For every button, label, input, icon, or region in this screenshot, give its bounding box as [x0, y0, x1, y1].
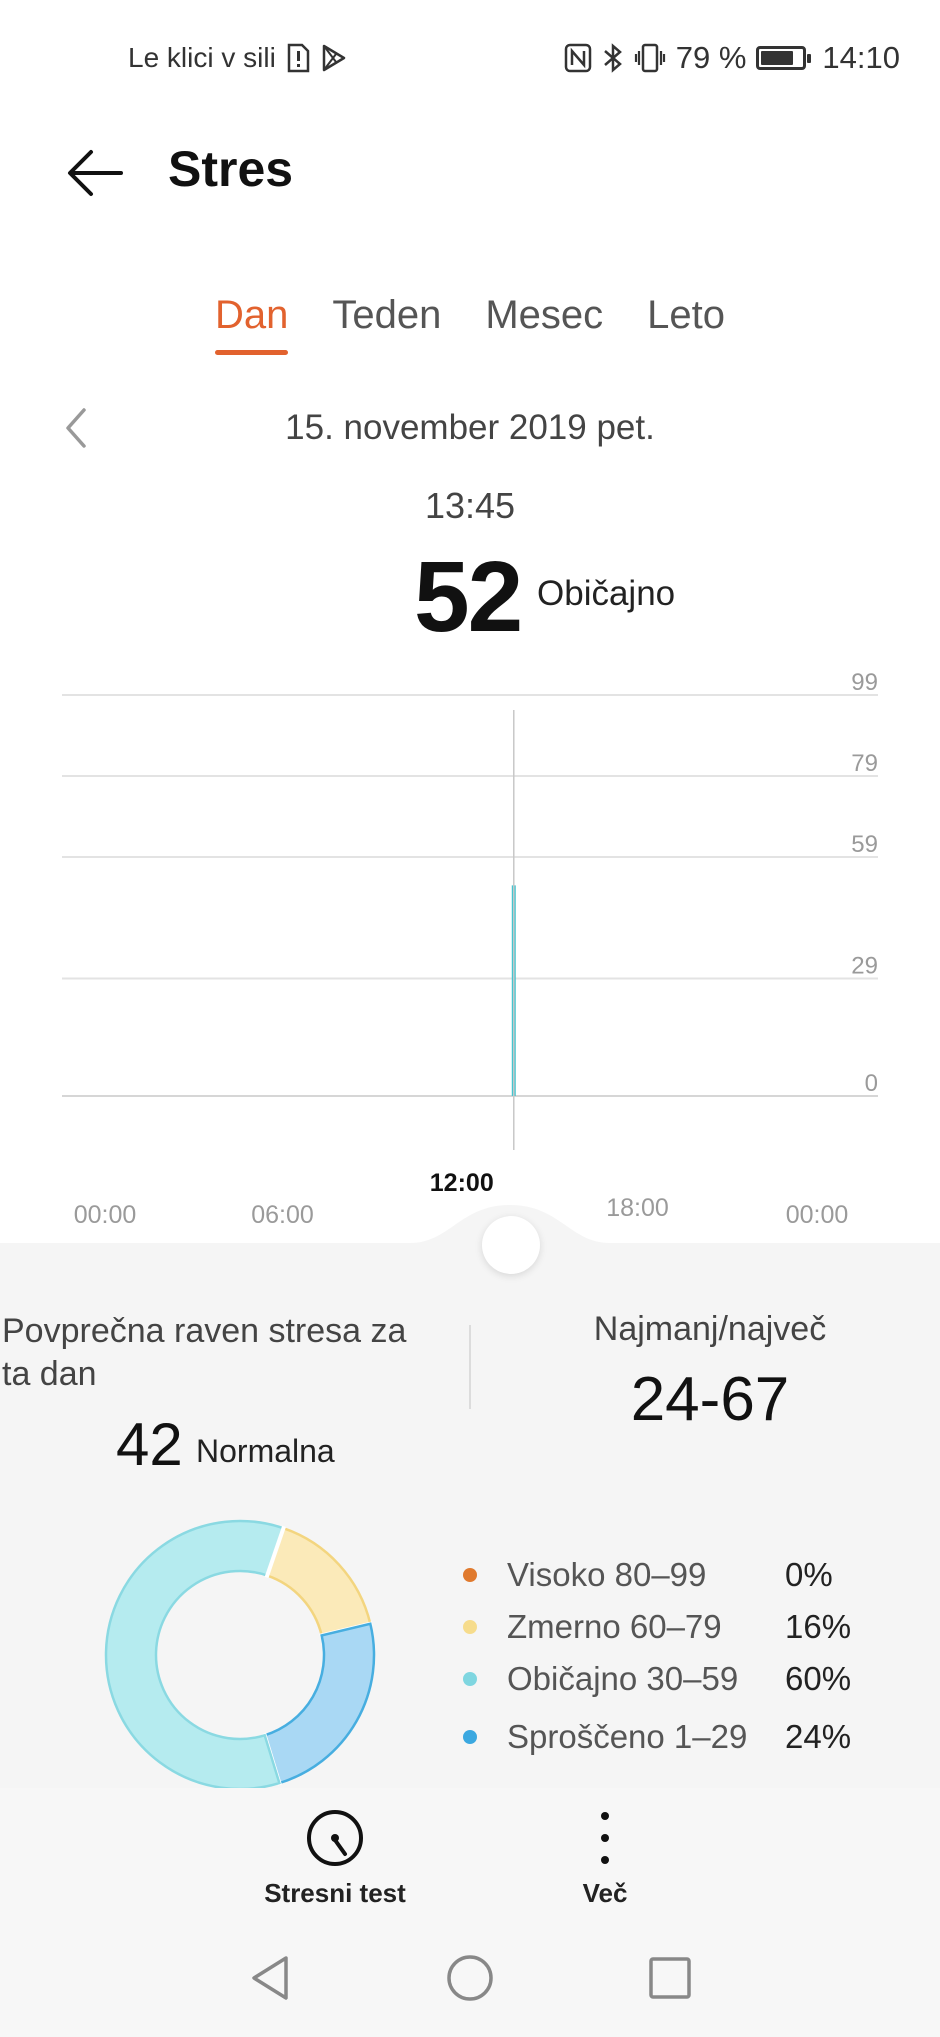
chevron-left-icon — [66, 408, 86, 448]
bluetooth-icon — [602, 42, 624, 74]
app-header: Stres — [0, 120, 940, 220]
min-max-value: 24-67 — [630, 1365, 790, 1434]
y-tick-label-59: 59 — [851, 831, 878, 858]
date-label: 15. november 2019 pet. — [285, 408, 655, 447]
back-button[interactable] — [60, 138, 130, 208]
average-stress-label: Povprečna raven stresa za ta dan — [2, 1312, 407, 1393]
distribution-donut — [100, 1515, 380, 1788]
average-stress-value: 42 — [116, 1411, 183, 1478]
vibrate-icon — [634, 43, 666, 73]
sim-alert-icon — [286, 43, 310, 73]
legend-percent-high: 0% — [785, 1556, 833, 1593]
tab-month[interactable]: Mesec — [485, 293, 604, 337]
back-arrow-icon — [68, 150, 123, 196]
legend-name-moderate: Zmerno 60–79 — [507, 1608, 722, 1645]
distribution-donut-svg — [104, 1519, 376, 1788]
more-label: Več — [582, 1878, 628, 1908]
x-tick-label: 00:00 — [786, 1201, 849, 1229]
system-nav-bar — [0, 1918, 940, 2037]
action-bar: Stresni test Več — [0, 1788, 940, 1918]
legend-dot-high — [463, 1568, 477, 1582]
donut-segment-moderate — [265, 1526, 372, 1637]
carrier-text: Le klici v sili — [128, 42, 276, 73]
more-vertical-icon — [601, 1812, 609, 1864]
x-tick-label: 18:00 — [606, 1194, 669, 1222]
donut-segment-relaxed — [263, 1622, 376, 1785]
legend-name-relaxed: Sproščeno 1–29 — [507, 1718, 748, 1755]
nav-recents-button[interactable] — [640, 1948, 700, 2008]
y-tick-label-0: 0 — [865, 1070, 878, 1097]
period-tabs: Dan Teden Mesec Leto — [0, 285, 940, 365]
back-triangle-icon — [252, 1956, 288, 2000]
time-slider-handle[interactable] — [482, 1216, 540, 1274]
y-tick-label-29: 29 — [851, 953, 878, 980]
legend-name-high: Visoko 80–99 — [507, 1556, 707, 1593]
tab-week[interactable]: Teden — [332, 293, 442, 337]
battery-level-fill — [761, 51, 794, 65]
status-bar: Le klici v sili 79 % 14:10 — [0, 0, 940, 115]
reading-time: 13:45 — [424, 485, 516, 526]
tab-day[interactable]: Dan — [193, 285, 310, 355]
more-button[interactable]: Več — [560, 1808, 650, 1909]
legend-percent-normal: 60% — [785, 1660, 852, 1697]
status-left: Le klici v sili — [128, 42, 348, 74]
legend-item-moderate: Zmerno 60–79 16% — [460, 1602, 900, 1652]
play-store-icon — [320, 44, 348, 72]
x-tick-label: 00:00 — [74, 1201, 137, 1229]
stress-chart[interactable]: 0 29 59 79 99 12:00 00:00 06:00 18:00 00:00 — [0, 660, 940, 1260]
y-tick-label-79: 79 — [851, 750, 878, 777]
previous-day-button[interactable] — [60, 406, 100, 456]
donut-separator — [264, 1525, 286, 1579]
min-max-label: Najmanj/največ — [593, 1310, 827, 1348]
x-tick-label: 06:00 — [251, 1201, 314, 1229]
y-tick-label-99: 99 — [851, 669, 878, 696]
nfc-icon — [564, 43, 592, 73]
legend-percent-moderate: 16% — [785, 1608, 852, 1645]
reading-status: Običajno — [537, 574, 676, 613]
legend-item-normal: Običajno 30–59 60% — [460, 1654, 900, 1704]
stress-test-button[interactable]: Stresni test — [255, 1808, 415, 1909]
page-title: Stres — [168, 141, 294, 197]
selected-time-label: 12:00 — [430, 1169, 494, 1197]
donut-segment-normal — [104, 1519, 286, 1788]
status-right: 79 % 14:10 — [564, 40, 900, 76]
stress-test-label: Stresni test — [264, 1878, 406, 1908]
tab-year[interactable]: Leto — [647, 293, 726, 337]
nav-home-button[interactable] — [440, 1948, 500, 2008]
average-stress-status: Normalna — [196, 1433, 335, 1469]
battery-icon — [756, 46, 812, 70]
reading-value: 52 — [414, 541, 523, 653]
date-navigator: 15. november 2019 pet. — [0, 400, 940, 460]
legend-dot-normal — [463, 1672, 477, 1686]
legend-dot-relaxed — [463, 1730, 477, 1744]
legend-item-high: Visoko 80–99 0% — [460, 1550, 900, 1600]
clock: 14:10 — [822, 40, 900, 75]
gauge-icon — [307, 1810, 363, 1866]
battery-percent: 79 % — [675, 40, 747, 75]
legend-percent-relaxed: 24% — [785, 1718, 852, 1755]
nav-back-button[interactable] — [240, 1948, 300, 2008]
summary-divider — [469, 1325, 471, 1409]
legend-name-normal: Običajno 30–59 — [507, 1660, 739, 1697]
legend-dot-moderate — [463, 1620, 477, 1634]
recents-square-icon — [649, 1957, 691, 1999]
stress-chart-svg: 0 29 59 79 99 12:00 00:00 06:00 18:00 00:00 — [62, 669, 878, 1229]
home-circle-icon — [447, 1955, 493, 2001]
legend-item-relaxed: Sproščeno 1–29 24% — [460, 1712, 900, 1762]
